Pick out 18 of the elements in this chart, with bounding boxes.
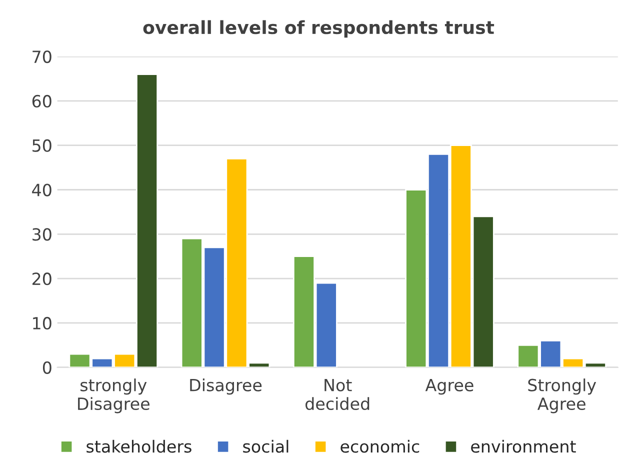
legend-label: social (243, 440, 288, 453)
y-tick-label: 50 (32, 139, 52, 152)
chart-title: overall levels of respondents trust (143, 20, 494, 38)
y-tick-label: 60 (32, 94, 52, 108)
legend-label: economic (340, 440, 420, 453)
y-tick-label: 20 (32, 272, 52, 286)
x-tick-label: Disagree (190, 378, 262, 395)
x-tick-label: Not decided (306, 379, 370, 410)
y-tick-label: 0 (42, 361, 52, 374)
y-tick-label: 40 (32, 184, 52, 196)
y-tick-label: 30 (32, 228, 52, 241)
x-tick-label: Strongly Agree (528, 378, 596, 414)
y-tick-label: 70 (32, 50, 52, 64)
x-tick-label: strongly Disagree (78, 378, 150, 414)
x-tick-label: Agree (425, 379, 474, 395)
legend-label: environment (471, 440, 576, 453)
legend-label: stakeholders (86, 440, 192, 453)
y-tick-label: 10 (33, 316, 52, 330)
